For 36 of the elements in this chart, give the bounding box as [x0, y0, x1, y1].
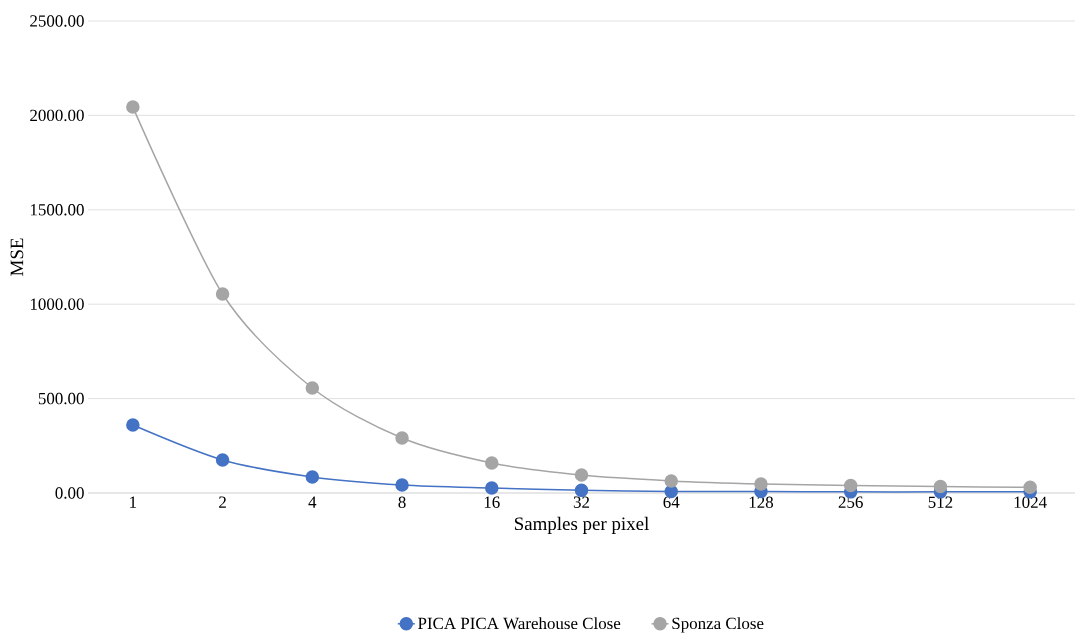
point	[215, 287, 230, 301]
point	[305, 381, 320, 395]
point	[485, 481, 499, 495]
y-tick-label: 1500.00	[30, 204, 84, 216]
x-tick-label: 64	[663, 496, 680, 508]
point	[395, 431, 409, 445]
legend-label: Sponza Close	[672, 617, 764, 633]
point	[305, 470, 320, 484]
point	[126, 418, 140, 432]
x-tick-label: 2	[219, 496, 226, 508]
x-tick-label: 128	[749, 496, 774, 508]
x-tick-label: 512	[928, 496, 953, 508]
point	[395, 478, 409, 492]
point	[1023, 480, 1037, 495]
point	[933, 479, 948, 494]
point	[664, 474, 678, 488]
point	[843, 478, 858, 493]
legend-label: PICA PICA Warehouse Close	[418, 617, 621, 630]
y-tick-label: 2000.00	[30, 109, 84, 122]
x-tick-label: 1024	[1014, 496, 1047, 508]
x-tick-label: 4	[308, 496, 317, 508]
y-tick-label: 500.00	[38, 392, 84, 405]
point	[574, 468, 589, 482]
y-tick-label: 1000.00	[30, 298, 84, 310]
point	[215, 453, 230, 467]
x-tick-label: 1	[130, 496, 137, 508]
point	[485, 456, 499, 470]
point	[754, 477, 768, 491]
x-tick-label: 32	[573, 496, 590, 508]
x-axis-title: Samples per pixel	[514, 516, 649, 534]
y-tick-label: 0.00	[55, 487, 84, 499]
x-tick-label: 16	[484, 496, 500, 508]
x-tick-label: 8	[398, 496, 406, 508]
y-tick-label: 2500.00	[30, 15, 84, 27]
y-axis-title: MSE	[10, 238, 24, 276]
point	[126, 100, 140, 114]
